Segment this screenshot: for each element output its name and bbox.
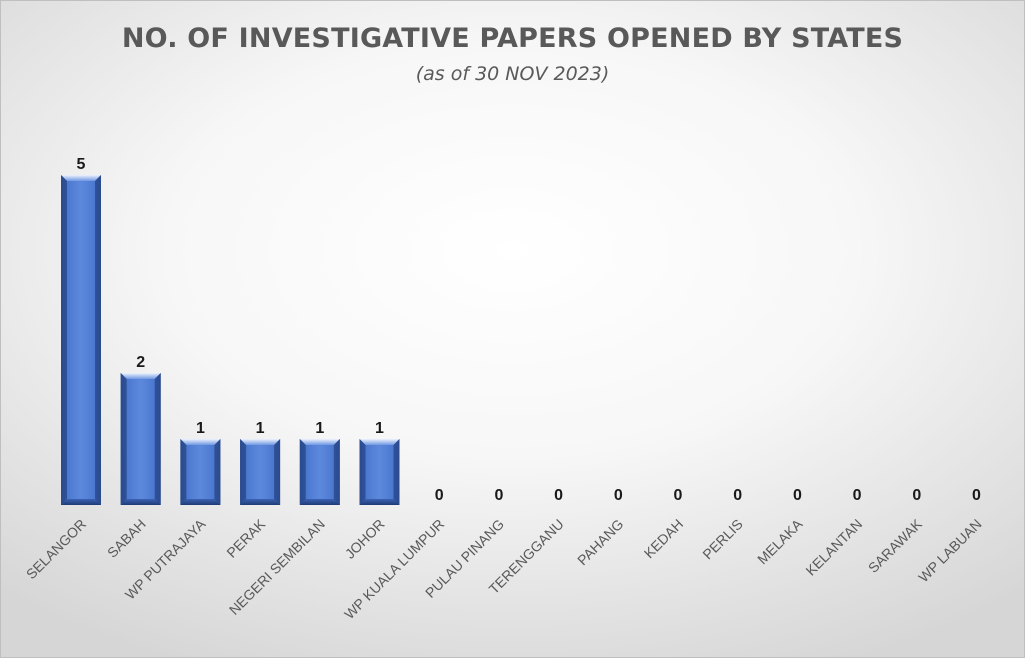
data-label: 0 [674, 487, 683, 504]
data-label: 0 [853, 487, 862, 504]
data-label: 1 [196, 420, 205, 437]
data-label: 5 [77, 156, 86, 173]
x-tick-label: WP KUALA LUMPUR [341, 516, 447, 622]
data-label: 0 [912, 487, 921, 504]
data-label: 0 [494, 487, 503, 504]
x-tick-label: PERLIS [699, 516, 746, 563]
x-tick-label: PERAK [223, 515, 268, 560]
data-label: 0 [793, 487, 802, 504]
bar [120, 373, 161, 505]
bar [61, 175, 101, 505]
chart-subtitle: (as of 30 NOV 2023) [415, 63, 610, 85]
data-label: 2 [136, 354, 145, 371]
data-label: 1 [256, 420, 265, 437]
x-tick-label: SABAH [104, 516, 149, 561]
x-tick-label: JOHOR [342, 516, 388, 562]
bar [299, 439, 340, 505]
x-tick-label: PAHANG [574, 516, 626, 568]
data-label: 0 [554, 487, 563, 504]
x-tick-label: KELANTAN [802, 516, 865, 579]
bar [240, 439, 281, 505]
chart-title: NO. OF INVESTIGATIVE PAPERS OPENED BY ST… [121, 23, 904, 54]
x-tick-label: SELANGOR [23, 516, 89, 582]
bar [180, 439, 221, 505]
data-label: 0 [733, 487, 742, 504]
data-label: 0 [614, 487, 623, 504]
x-tick-label: WP LABUAN [915, 516, 984, 585]
bar [359, 439, 400, 505]
x-tick-label: MELAKA [754, 515, 806, 567]
data-label: 0 [435, 487, 444, 504]
data-label: 1 [315, 420, 324, 437]
data-label: 1 [375, 420, 384, 437]
x-tick-label: KEDAH [641, 516, 686, 561]
x-tick-label: SARAWAK [865, 515, 926, 576]
data-label: 0 [972, 487, 981, 504]
